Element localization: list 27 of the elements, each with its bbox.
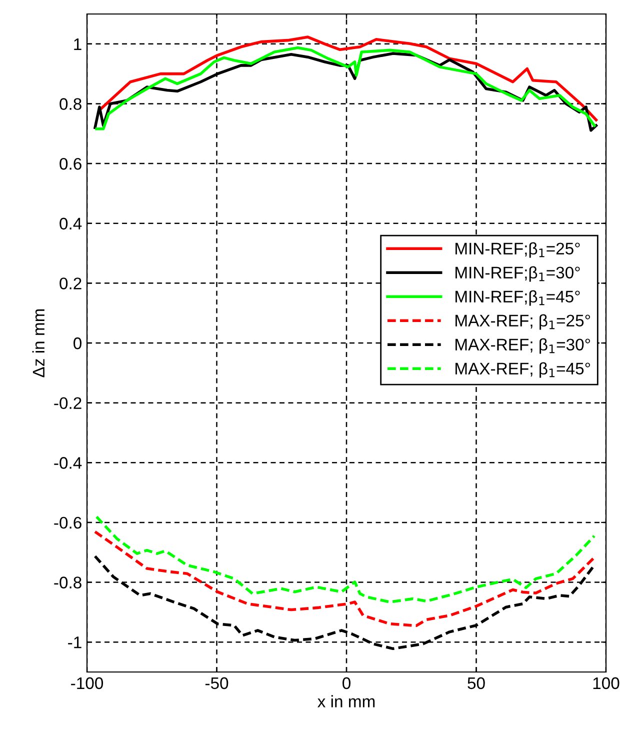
x-tick-label: 100 [593,677,620,690]
y-tick-label: -1 [68,636,82,648]
y-tick-label: 0.4 [60,218,82,230]
y-tick-label: -0.6 [54,516,82,529]
legend-label: MIN-REF;β$_{1}$=25° [456,242,580,258]
x-tick-label: 0 [342,677,350,690]
legend-label: MAX-REF; β$_{1}$=25° [456,314,590,330]
legend-label: MIN-REF;β$_{1}$=45° [456,290,580,306]
y-tick-label: -0.2 [54,397,82,410]
line-series [94,530,596,628]
y-tick-label: 0.2 [60,278,82,290]
legend-label: MIN-REF;β$_{1}$=30° [456,266,580,282]
y-axis-title: Δz in mm [32,309,44,378]
x-axis-title: x in mm [318,695,375,708]
legend-label: MAX-REF; β$_{1}$=45° [456,362,590,378]
line-series [95,515,596,604]
legend-label: MAX-REF; β$_{1}$=30° [456,338,590,354]
y-tick-label: 0.8 [60,98,82,110]
y-tick-label: 1 [74,38,82,50]
y-tick-label: 0.6 [60,158,82,170]
x-tick-label: -50 [205,677,228,690]
y-tick-label: -0.4 [54,457,82,469]
x-tick-label: -100 [71,677,104,690]
line-series [98,36,598,122]
y-tick-label: -0.8 [54,576,82,588]
x-tick-label: 50 [468,677,485,690]
y-tick-label: 0 [74,337,82,350]
